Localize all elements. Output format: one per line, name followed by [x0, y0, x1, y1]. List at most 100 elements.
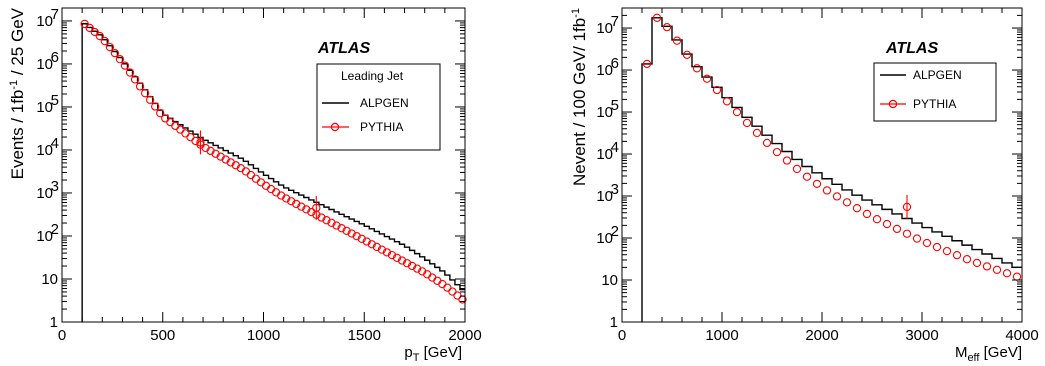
pythia-point — [1002, 269, 1012, 278]
y-tick-label: 10 — [36, 99, 53, 116]
y-tick-label: 1 — [50, 314, 58, 331]
y-tick-exponent: 6 — [611, 55, 619, 72]
pythia-point — [392, 253, 402, 262]
pythia-point — [732, 107, 742, 117]
pythia-point — [302, 205, 311, 214]
pythia-point — [902, 202, 912, 212]
pythia-point — [952, 250, 962, 260]
pythia-point — [140, 89, 150, 98]
pythia-point — [922, 238, 932, 248]
legend-box — [316, 63, 441, 151]
pythia-point — [802, 172, 812, 181]
pythia-point — [407, 261, 417, 271]
pythia-point — [307, 207, 316, 217]
pythia-point — [312, 203, 321, 213]
pythia-point — [942, 246, 952, 256]
pythia-point — [352, 232, 361, 241]
pythia-point — [317, 213, 326, 222]
pythia-point — [902, 229, 912, 238]
legend-alpgen-label: ALPGEN — [360, 96, 409, 110]
pythia-point — [872, 215, 882, 224]
pythia-point — [792, 164, 802, 174]
pythia-point — [287, 197, 296, 206]
y-tick-label: 10 — [36, 56, 53, 73]
pythia-point — [762, 138, 772, 148]
pythia-point — [125, 68, 135, 77]
pythia-point — [387, 250, 397, 260]
y-tick-label: 10 — [596, 146, 613, 163]
pythia-point — [932, 242, 942, 252]
y-axis-title-suffix: / 25 GeV — [8, 7, 27, 79]
y-tick-exponent: 3 — [611, 181, 619, 198]
pythia-point — [412, 264, 422, 273]
pythia-point — [337, 224, 346, 233]
pythia-point — [347, 229, 356, 238]
x-tick-label: 500 — [150, 327, 175, 344]
pythia-point — [448, 287, 457, 296]
y-tick-label: 10 — [596, 104, 613, 121]
x-axis-symbol: p — [404, 344, 412, 361]
pythia-point — [196, 138, 205, 147]
pythia-markers-group — [642, 13, 1022, 281]
x-tick-label: 1000 — [705, 327, 738, 344]
pythia-point — [135, 82, 145, 91]
pythia-point — [186, 133, 195, 142]
legend-pythia-marker — [330, 122, 340, 132]
y-tick-label: 10 — [36, 228, 53, 245]
y-axis-title: Events / 1fb-1 / 25 GeV — [8, 7, 27, 179]
pythia-point — [322, 216, 331, 225]
pythia-point — [282, 194, 291, 203]
pythia-point — [642, 59, 652, 69]
legend: Leading Jet ALPGEN PYTHIA — [316, 63, 441, 151]
pythia-point — [692, 64, 702, 73]
y-tick-label: 10 — [596, 20, 613, 37]
pythia-point — [80, 19, 89, 29]
pythia-point — [672, 36, 682, 45]
pythia-point — [842, 198, 852, 207]
pythia-point — [120, 61, 130, 70]
pythia-point — [1012, 272, 1022, 281]
alpgen-histogram — [641, 17, 1022, 322]
pythia-point — [362, 237, 371, 246]
pythia-point — [176, 125, 185, 134]
x-axis-subscript: T — [413, 352, 420, 364]
y-tick-exponent: 2 — [611, 223, 619, 240]
pythia-point — [191, 136, 200, 146]
x-axis-title: Meff [GeV] — [955, 344, 1022, 364]
pythia-point — [171, 121, 180, 131]
x-tick-label: 0 — [618, 327, 626, 344]
pythia-point — [85, 23, 94, 33]
pythia-point — [822, 186, 832, 195]
pythia-point — [251, 174, 261, 183]
y-tick-exponent: 6 — [51, 49, 59, 66]
atlas-label: ATLAS — [317, 40, 370, 57]
x-axis-title: pT [GeV] — [404, 344, 462, 364]
y-tick-exponent: 4 — [51, 135, 59, 152]
pythia-point — [327, 218, 336, 228]
pythia-markers-group — [80, 19, 467, 304]
y-tick-label: 10 — [601, 272, 618, 289]
y-tick-label: 10 — [41, 271, 58, 288]
pythia-point — [712, 85, 722, 95]
y-axis-title: Nevent / 100 GeV/ 1fb-1 — [570, 8, 589, 186]
pythia-point — [382, 248, 392, 257]
pythia-point — [332, 221, 341, 230]
pythia-point — [156, 109, 165, 118]
pythia-point — [812, 179, 822, 189]
y-tick-exponent: 7 — [51, 6, 59, 23]
pythia-point — [292, 199, 301, 209]
x-axis-subscript: eff — [967, 352, 980, 364]
pythia-point — [772, 147, 782, 157]
pythia-point — [357, 234, 366, 243]
y-tick-label: 10 — [596, 62, 613, 79]
x-tick-label: 4000 — [1005, 327, 1038, 344]
pythia-point — [652, 13, 662, 22]
pythia-point — [181, 129, 190, 138]
pythia-point — [146, 95, 155, 104]
plot-frame — [61, 7, 466, 323]
y-axis-title-superscript: -1 — [570, 8, 582, 18]
pythia-point — [397, 256, 407, 265]
pythia-point — [105, 42, 115, 52]
